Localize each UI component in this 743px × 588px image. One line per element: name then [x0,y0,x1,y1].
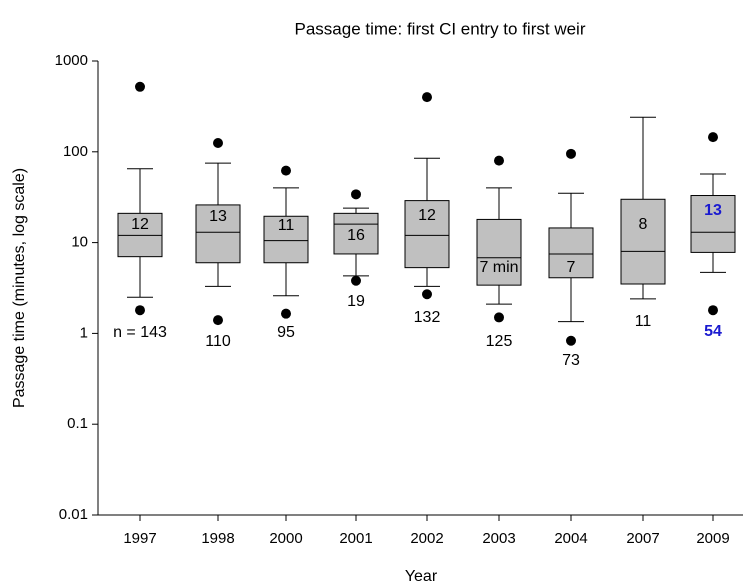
n-label: 19 [347,293,365,310]
outlier [494,312,504,323]
x-tick-label: 2007 [626,530,659,547]
outlier [708,132,718,143]
x-tick-label: 2001 [339,530,372,547]
outlier [351,189,361,200]
box [548,227,594,279]
y-tick-label: 100 [63,143,88,160]
x-tick-label: 2002 [410,530,443,547]
outlier [213,315,223,326]
outlier [566,148,576,159]
y-axis-label: Passage time (minutes, log scale) [11,168,28,408]
x-tick-label: 2003 [482,530,515,547]
box-label: 7 [567,259,576,276]
x-tick-label: 1998 [201,530,234,547]
n-label: 54 [704,323,722,340]
outlier [213,138,223,149]
outlier [135,81,145,92]
box [195,204,241,264]
box [333,212,379,255]
outlier [422,92,432,103]
y-tick-label: 10 [71,234,88,251]
box-label: 7 min [479,259,518,276]
outlier [566,335,576,346]
outlier [351,275,361,286]
x-tick-label: 2004 [554,530,587,547]
n-label: 11 [635,313,652,330]
n-label: 132 [414,309,441,326]
x-tick-label: 1997 [123,530,156,547]
box [263,215,309,264]
chart-title: Passage time: first CI entry to first we… [295,19,586,38]
outlier [708,305,718,316]
box-label: 11 [278,217,295,234]
outlier [135,305,145,316]
box [476,218,522,286]
x-tick-label: 2000 [269,530,302,547]
box-label: 13 [209,208,227,225]
box [404,200,450,269]
n-label: 95 [277,324,295,341]
box-label: 12 [418,207,436,224]
n-label: n = 143 [113,324,167,341]
outlier [422,289,432,300]
box-label: 13 [704,202,722,219]
n-label: 110 [205,333,231,350]
box [690,195,736,253]
box-label: 12 [131,216,149,233]
box-label: 8 [639,216,648,233]
outlier [494,155,504,166]
y-tick-label: 1 [80,324,88,341]
y-tick-label: 0.01 [59,506,88,523]
box [620,198,666,285]
outlier [281,165,291,176]
x-axis-label: Year [405,568,438,585]
y-tick-label: 1000 [55,52,88,69]
x-tick-label: 2009 [696,530,729,547]
box-label: 16 [347,227,365,244]
outlier [281,308,291,319]
y-tick-label: 0.1 [67,415,88,432]
n-label: 125 [486,333,513,350]
n-label: 73 [562,352,580,369]
